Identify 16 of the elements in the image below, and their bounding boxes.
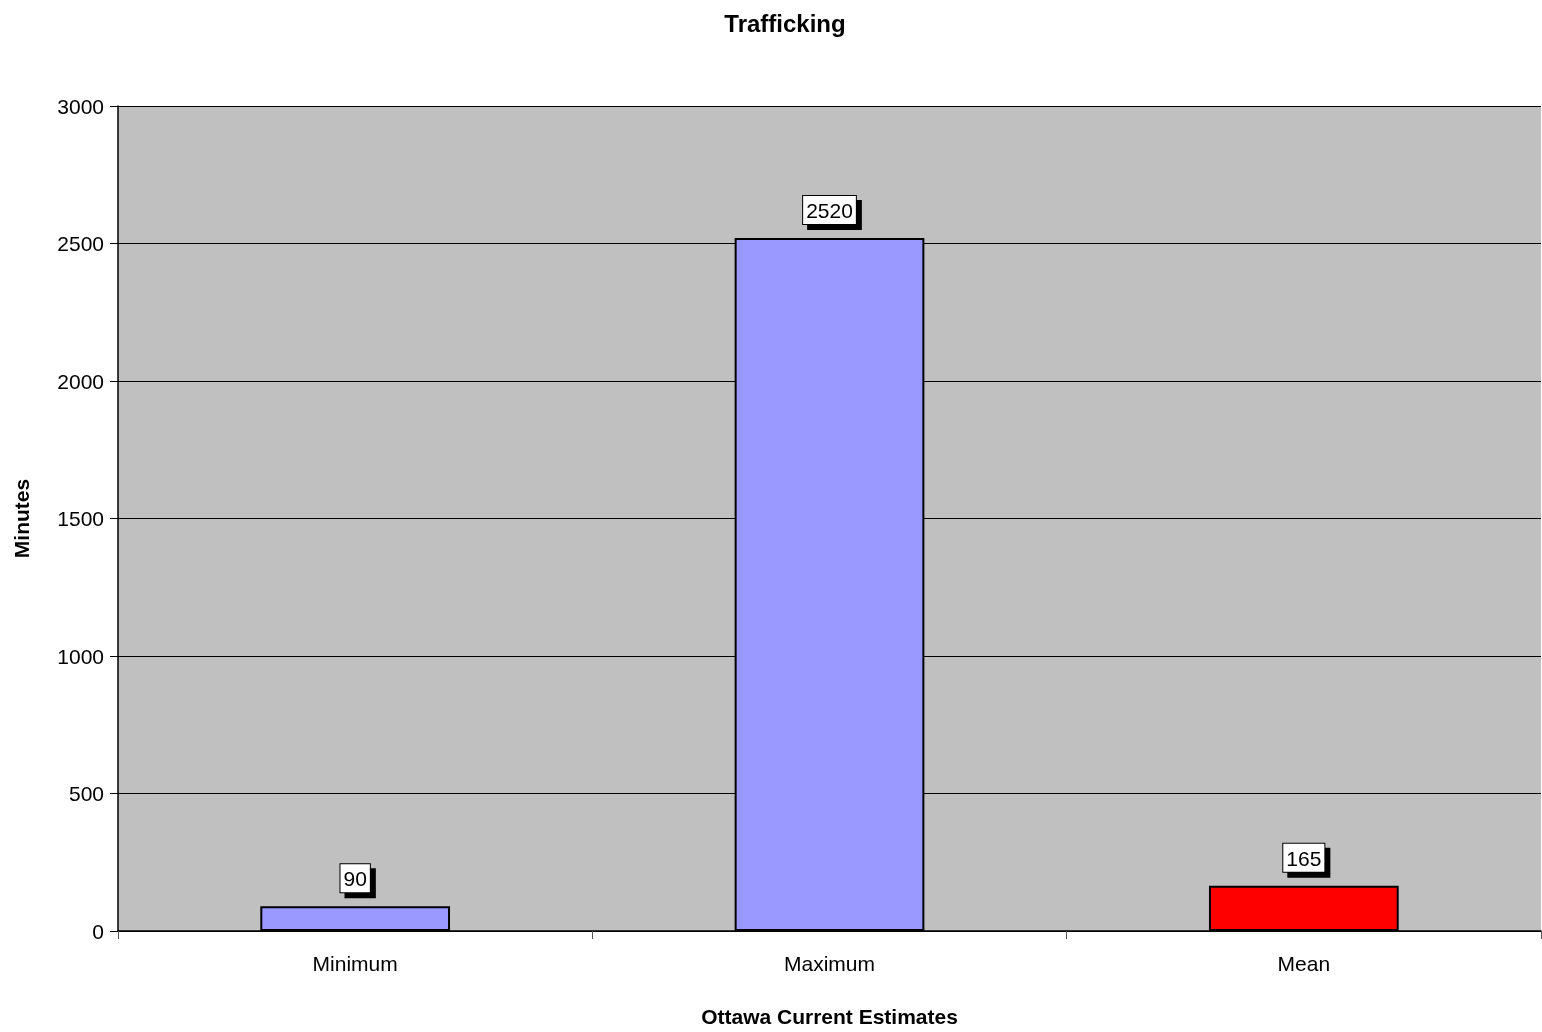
x-tick-label: Mean [1277,952,1331,975]
x-tick-label: Maximum [783,952,876,975]
y-tick-label: 3000 [57,94,104,118]
y-tick-label: 0 [92,919,104,943]
y-tick-label: 1500 [57,507,104,530]
y-tick-label: 500 [68,782,104,805]
data-label: 90 [343,867,367,891]
data-label: 165 [1286,846,1322,870]
y-tick-label: 2500 [57,232,104,255]
data-label: 2520 [806,199,853,222]
y-tick-label: 1000 [57,644,104,668]
x-axis-title: Ottawa Current Estimates [701,1005,958,1028]
x-tick-label: Minimum [312,952,398,975]
y-axis-title: Minutes [10,478,33,559]
chart-title: Trafficking [724,9,846,37]
y-tick-label: 2000 [57,369,104,393]
